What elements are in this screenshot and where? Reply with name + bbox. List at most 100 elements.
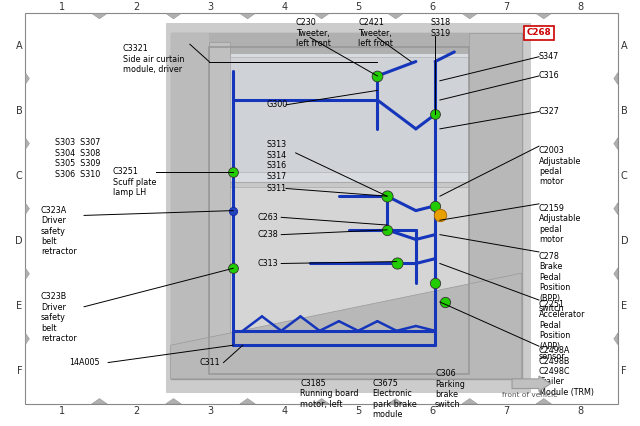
Bar [209, 47, 468, 374]
Polygon shape [26, 138, 29, 150]
Text: S313
S314
S316
S317: S313 S314 S316 S317 [267, 141, 287, 181]
Text: C2003
Adjustable
pedal
motor: C2003 Adjustable pedal motor [539, 146, 581, 186]
Text: C2159
Adjustable
pedal
motor: C2159 Adjustable pedal motor [539, 204, 581, 244]
Text: C306
Parking
brake
switch: C306 Parking brake switch [435, 369, 465, 409]
Text: 1: 1 [60, 2, 65, 12]
Text: A: A [16, 41, 22, 51]
Polygon shape [614, 138, 618, 150]
Text: 6: 6 [429, 406, 436, 416]
Text: C3321
Side air curtain
module, driver: C3321 Side air curtain module, driver [122, 44, 184, 74]
Text: D: D [15, 236, 22, 246]
Text: C3251
Scuff plate
lamp LH: C3251 Scuff plate lamp LH [113, 167, 156, 197]
Text: 6: 6 [429, 2, 436, 12]
Text: C323A
Driver
safety
belt
retractor: C323A Driver safety belt retractor [41, 206, 77, 256]
Point [430, 111, 440, 118]
Polygon shape [462, 14, 477, 19]
Text: S311: S311 [267, 184, 287, 193]
Bar [166, 23, 531, 393]
Point [440, 299, 450, 305]
Text: 4: 4 [282, 406, 287, 416]
Polygon shape [314, 398, 330, 404]
Text: C313: C313 [257, 259, 278, 268]
Point [392, 260, 402, 267]
Polygon shape [536, 14, 552, 19]
Text: 2: 2 [133, 2, 140, 12]
Text: C230
Tweeter,
left front: C230 Tweeter, left front [296, 18, 330, 48]
Polygon shape [171, 33, 522, 379]
Polygon shape [26, 73, 29, 84]
Polygon shape [240, 398, 255, 404]
Text: B: B [621, 106, 627, 116]
Text: 5: 5 [355, 406, 362, 416]
Text: S303  S307
S304  S308
S305  S309
S306  S310: S303 S307 S304 S308 S305 S309 S306 S310 [55, 138, 100, 178]
Point [430, 202, 440, 209]
Text: C2421
Tweeter,
left front: C2421 Tweeter, left front [358, 18, 393, 48]
Polygon shape [26, 333, 29, 345]
Text: 8: 8 [578, 406, 584, 416]
Text: F: F [17, 366, 22, 376]
Polygon shape [190, 42, 508, 182]
Point [382, 193, 392, 200]
Text: E: E [17, 301, 22, 311]
Text: 7: 7 [504, 2, 510, 12]
Bar [171, 33, 209, 379]
Text: 1: 1 [60, 406, 65, 416]
Polygon shape [614, 203, 618, 214]
Polygon shape [314, 14, 330, 19]
Polygon shape [166, 14, 181, 19]
Polygon shape [171, 273, 522, 379]
Bar [483, 33, 522, 379]
Text: 2: 2 [133, 406, 140, 416]
Text: E: E [621, 301, 627, 311]
Text: C263: C263 [257, 213, 278, 222]
Polygon shape [166, 398, 181, 404]
Text: C323B
Driver
safety
belt
retractor: C323B Driver safety belt retractor [41, 292, 77, 343]
Text: C268: C268 [527, 28, 551, 37]
Polygon shape [614, 268, 618, 279]
Text: 4: 4 [282, 2, 287, 12]
Text: A: A [621, 41, 627, 51]
Bar [209, 42, 230, 340]
Text: 3: 3 [207, 406, 214, 416]
Polygon shape [240, 14, 255, 19]
Text: S318
S319: S318 S319 [430, 18, 451, 37]
Text: C3675
Electronic
park brake
module: C3675 Electronic park brake module [372, 379, 417, 419]
Text: 5: 5 [355, 2, 362, 12]
Bar [171, 33, 522, 54]
Text: F: F [621, 366, 627, 376]
Text: C311: C311 [200, 358, 220, 367]
Polygon shape [92, 14, 107, 19]
Text: C: C [16, 171, 22, 181]
Polygon shape [614, 73, 618, 84]
Text: 3: 3 [207, 2, 214, 12]
Point [372, 72, 383, 79]
Polygon shape [388, 398, 403, 404]
Point [228, 265, 238, 272]
Text: C3185
Running board
motor, left: C3185 Running board motor, left [300, 379, 359, 409]
Text: C2251
Accelerator
Pedal
Position
(APP)
sensor: C2251 Accelerator Pedal Position (APP) s… [539, 300, 586, 361]
Text: D: D [621, 236, 628, 246]
Text: C: C [621, 171, 627, 181]
Bar [171, 350, 522, 379]
Polygon shape [26, 268, 29, 279]
FancyArrow shape [512, 376, 550, 391]
Polygon shape [92, 398, 107, 404]
Text: B: B [16, 106, 22, 116]
Bar [230, 57, 476, 172]
Text: 7: 7 [504, 406, 510, 416]
Text: C316: C316 [539, 72, 559, 81]
Text: front of vehicle: front of vehicle [502, 392, 558, 398]
Polygon shape [468, 33, 522, 379]
Polygon shape [388, 14, 403, 19]
Text: C278
Brake
Pedal
Position
(BPP)
switch: C278 Brake Pedal Position (BPP) switch [539, 252, 570, 313]
Text: C238: C238 [257, 230, 278, 239]
Point [382, 227, 392, 233]
Point [435, 212, 445, 219]
Point [430, 279, 440, 286]
Point [228, 169, 238, 176]
Polygon shape [26, 203, 29, 214]
Text: 8: 8 [578, 2, 584, 12]
Bar [209, 187, 483, 345]
Text: C2498A
C2498B
C2498C
Trailer
Module (TRM): C2498A C2498B C2498C Trailer Module (TRM… [539, 346, 594, 397]
Polygon shape [536, 398, 552, 404]
